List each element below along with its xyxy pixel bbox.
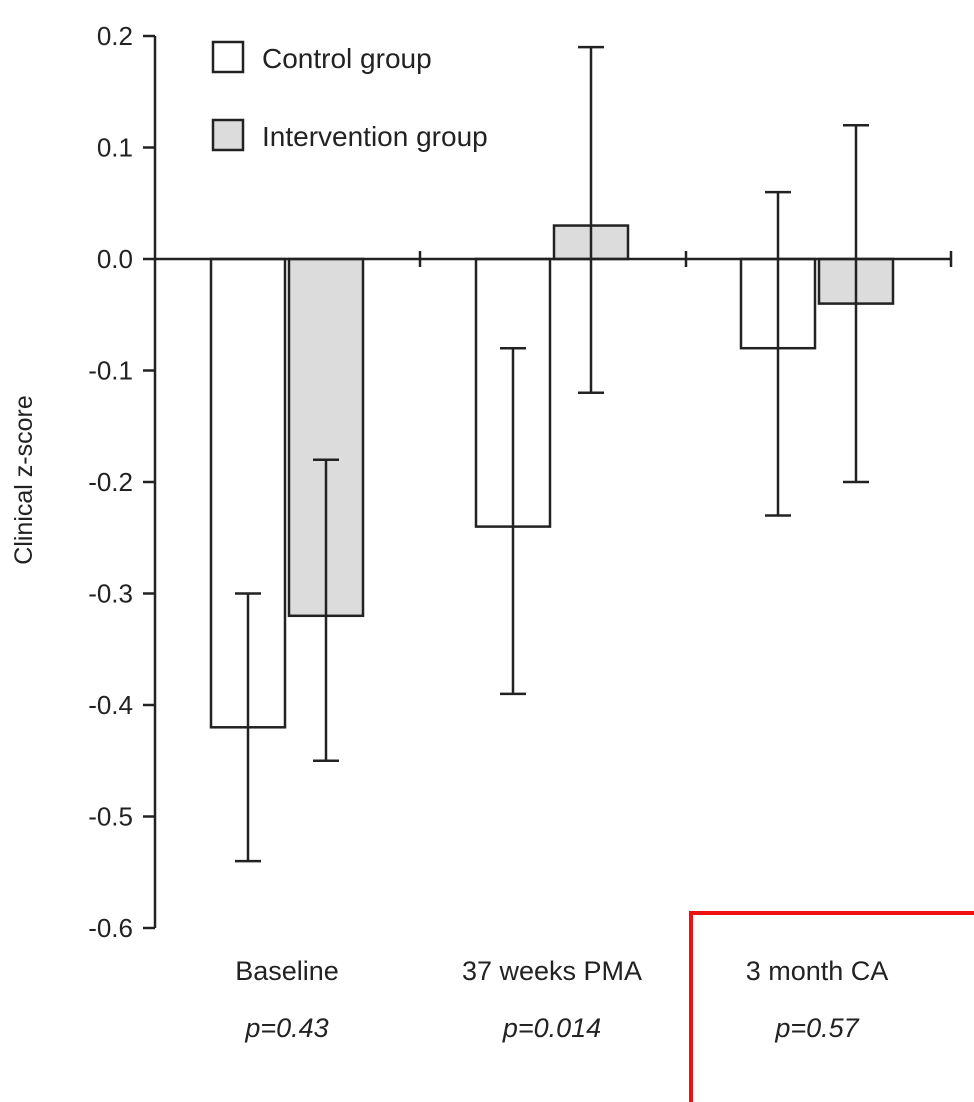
legend-swatch-1 xyxy=(211,118,245,152)
x-axis xyxy=(155,251,953,267)
category-label: 37 weeks PMA xyxy=(462,956,642,986)
y-tick-label: -0.2 xyxy=(88,467,133,497)
category-label: Baseline xyxy=(235,956,339,986)
category-label: 3 month CA xyxy=(746,956,889,986)
y-axis: 0.2 0.1 0.0 -0.1 -0.2 -0.3 -0.4 -0.5 -0.6 xyxy=(88,21,157,943)
category-labels: Baseline p=0.43 37 weeks PMA p=0.014 3 month… xyxy=(235,956,888,1043)
legend-label-1: Intervention group xyxy=(262,121,488,152)
bars xyxy=(209,224,895,729)
y-tick-label: -0.5 xyxy=(88,802,133,832)
y-tick-label: 0.0 xyxy=(97,244,133,274)
legend-label-0: Control group xyxy=(262,43,432,74)
y-tick-label: -0.1 xyxy=(88,356,133,386)
legend: Control group Intervention group xyxy=(211,40,488,152)
y-tick-label: 0.2 xyxy=(97,21,133,51)
legend-swatch-0 xyxy=(211,40,245,74)
p-value-label: p=0.57 xyxy=(774,1013,859,1043)
y-tick-label: -0.3 xyxy=(88,579,133,609)
y-tick-label: 0.1 xyxy=(97,133,133,163)
highlight-box xyxy=(689,911,974,1102)
y-tick-label: -0.4 xyxy=(88,690,133,720)
p-value-label: p=0.014 xyxy=(502,1013,601,1043)
error-bars xyxy=(235,45,869,863)
y-axis-title: Clinical z-score xyxy=(10,395,38,564)
y-tick-label: -0.6 xyxy=(88,913,133,943)
p-value-label: p=0.43 xyxy=(244,1013,328,1043)
